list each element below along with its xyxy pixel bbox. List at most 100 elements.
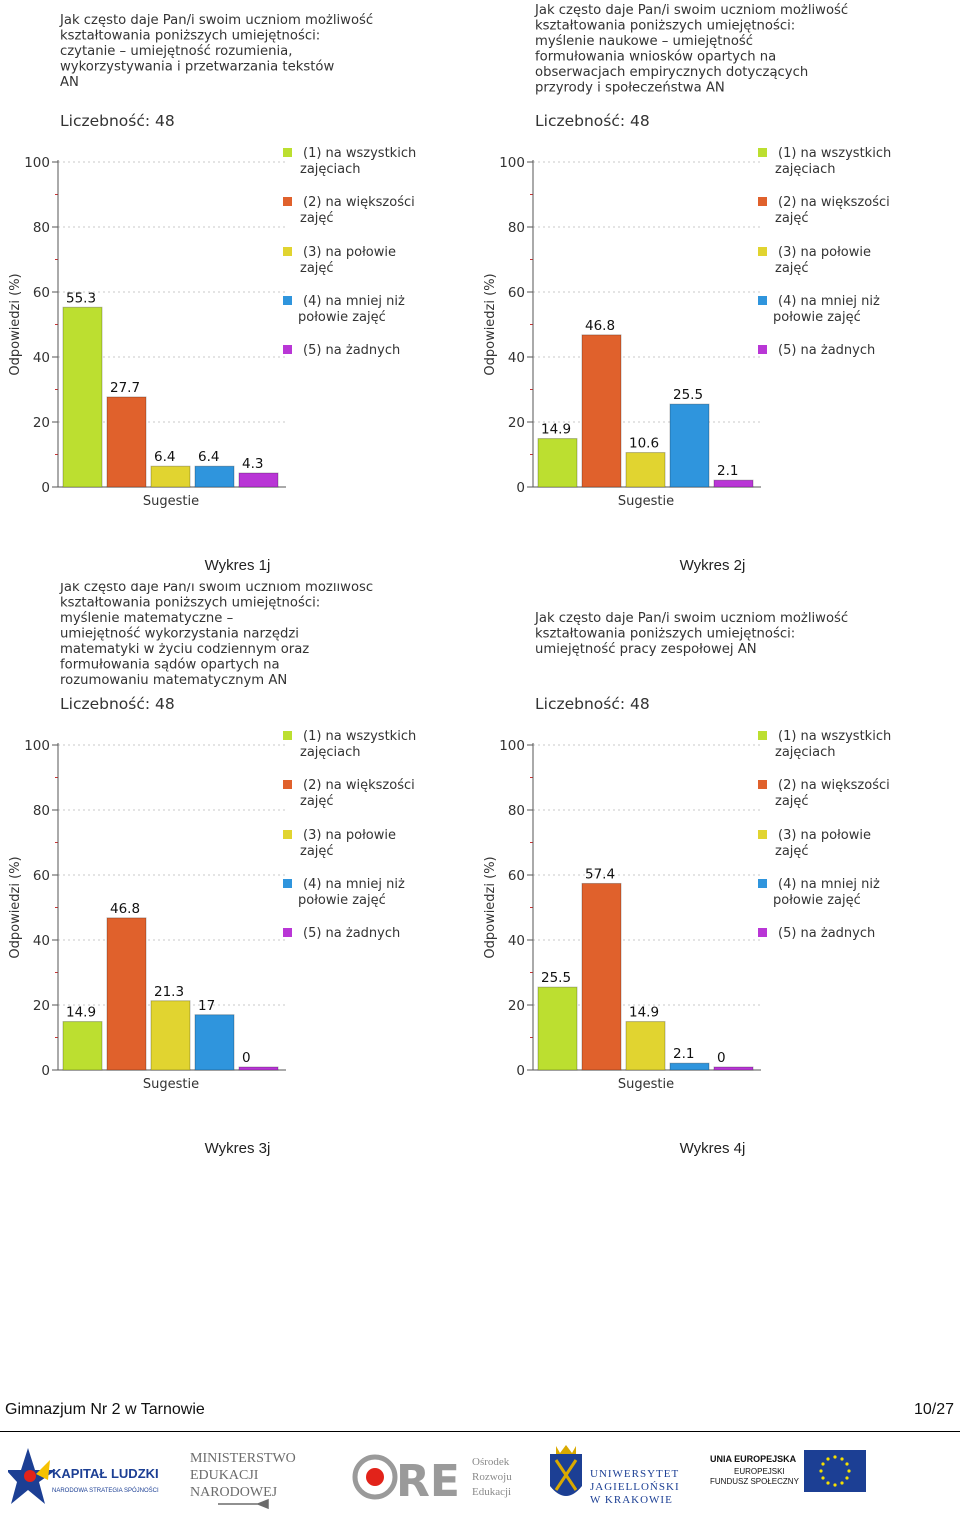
chart-title-line: kształtowania poniższych umiejętności: bbox=[535, 626, 795, 642]
legend-label: (2) na większości bbox=[303, 778, 415, 793]
legend-swatch bbox=[283, 148, 292, 157]
ministerstwo-line-3: NARODOWEJ bbox=[190, 1485, 278, 1500]
legend-label: (3) na połowie bbox=[778, 828, 871, 843]
ue-line-2: EUROPEJSKI bbox=[734, 1467, 785, 1476]
chart-title-line: formułowania sądów opartych na bbox=[60, 657, 280, 673]
legend-label: zajęć bbox=[775, 211, 809, 226]
y-tick-label: 80 bbox=[33, 803, 50, 819]
bar-value-label: 10.6 bbox=[629, 436, 659, 452]
y-tick-label: 20 bbox=[33, 415, 50, 431]
ue-line-3: FUNDUSZ SPOŁECZNY bbox=[710, 1477, 800, 1486]
kapital-ludzki-spark-icon bbox=[36, 1460, 50, 1480]
legend-label: (5) na żadnych bbox=[778, 343, 875, 358]
y-tick-label: 40 bbox=[33, 933, 50, 949]
legend-label: (5) na żadnych bbox=[303, 926, 400, 941]
legend-swatch bbox=[758, 731, 767, 740]
y-tick-label: 100 bbox=[24, 738, 50, 754]
bar bbox=[537, 986, 578, 1071]
chart-count-label: Liczebność: 48 bbox=[60, 695, 175, 713]
chart-panel-4: Jak często daje Pan/i swoim uczniom możl… bbox=[475, 583, 950, 1143]
bar bbox=[150, 465, 191, 488]
kapital-ludzki-title: KAPITAŁ LUDZKI bbox=[52, 1466, 159, 1481]
chart-title-line: AN bbox=[60, 75, 79, 90]
chart-caption-4: Wykres 4j bbox=[679, 1140, 746, 1157]
legend-label: zajęć bbox=[300, 261, 334, 276]
kapital-ludzki-dot-icon bbox=[24, 1470, 36, 1482]
bar-value-label: 2.1 bbox=[717, 463, 738, 479]
chart-caption-1: Wykres 1j bbox=[204, 557, 271, 574]
legend-swatch bbox=[283, 345, 292, 354]
chart-title-line: czytanie – umiejętność rozumienia, bbox=[60, 43, 292, 59]
legend-label: (5) na żadnych bbox=[778, 926, 875, 941]
uj-line-3: W KRAKOWIE bbox=[590, 1494, 673, 1506]
y-axis-label: Odpowiedzi (%) bbox=[483, 856, 498, 958]
legend-label: zajęć bbox=[300, 211, 334, 226]
ue-line-1: UNIA EUROPEJSKA bbox=[710, 1454, 797, 1464]
y-axis-label: Odpowiedzi (%) bbox=[8, 273, 23, 375]
legend-label: (4) na mniej niż bbox=[303, 877, 405, 892]
legend-label: (2) na większości bbox=[778, 195, 890, 210]
uj-crown-icon bbox=[556, 1445, 576, 1454]
y-tick-label: 40 bbox=[508, 350, 525, 366]
y-tick-label: 100 bbox=[24, 155, 50, 171]
legend-label: (2) na większości bbox=[303, 195, 415, 210]
legend-label: (1) na wszystkich bbox=[303, 729, 416, 744]
ministerstwo-pen-icon bbox=[218, 1498, 269, 1510]
legend-label: (3) na połowie bbox=[778, 245, 871, 260]
legend-label: (5) na żadnych bbox=[303, 343, 400, 358]
bar bbox=[106, 396, 147, 488]
chart-title-line: myślenie naukowe – umiejętność bbox=[535, 33, 753, 49]
chart-title-line: umiejętność wykorzystania narzędzi bbox=[60, 626, 299, 642]
bar-value-label: 6.4 bbox=[154, 449, 175, 465]
legend-label: połowie zajęć bbox=[773, 310, 861, 325]
chart-4: Jak często daje Pan/i swoim uczniom możl… bbox=[483, 610, 891, 1092]
chart-caption-3: Wykres 3j bbox=[204, 1140, 271, 1157]
bar bbox=[625, 1021, 666, 1071]
legend-label: zajęciach bbox=[775, 745, 836, 760]
y-axis-label: Odpowiedzi (%) bbox=[8, 856, 23, 958]
legend-label: (3) na połowie bbox=[303, 828, 396, 843]
bar bbox=[194, 1014, 235, 1071]
legend-label: zajęciach bbox=[300, 745, 361, 760]
chart-title-line: Jak często daje Pan/i swoim uczniom możl… bbox=[59, 583, 373, 595]
y-tick-label: 40 bbox=[508, 933, 525, 949]
chart-panel-3: Jak często daje Pan/i swoim uczniom możl… bbox=[0, 583, 475, 1143]
ue-logo: UNIA EUROPEJSKA EUROPEJSKI FUNDUSZ SPOŁE… bbox=[710, 1450, 866, 1492]
chart-caption-2: Wykres 2j bbox=[679, 557, 746, 574]
uj-line-1: UNIWERSYTET bbox=[590, 1468, 679, 1480]
ministerstwo-logo: MINISTERSTWO EDUKACJI NARODOWEJ bbox=[190, 1451, 296, 1510]
legend-label: połowie zajęć bbox=[773, 893, 861, 908]
legend-label: połowie zajęć bbox=[298, 310, 386, 325]
legend-swatch bbox=[758, 197, 767, 206]
y-axis-label: Odpowiedzi (%) bbox=[483, 273, 498, 375]
chart-title-line: myślenie matematyczne – bbox=[60, 610, 233, 626]
legend-label: (1) na wszystkich bbox=[303, 146, 416, 161]
y-tick-label: 0 bbox=[41, 480, 50, 496]
legend-swatch bbox=[758, 879, 767, 888]
legend-label: zajęć bbox=[775, 261, 809, 276]
legend-swatch bbox=[283, 879, 292, 888]
bar bbox=[625, 452, 666, 488]
chart-panel-1: Jak często daje Pan/i swoim uczniom możl… bbox=[0, 0, 475, 560]
ore-line-3: Edukacji bbox=[472, 1486, 511, 1498]
y-tick-label: 100 bbox=[499, 155, 525, 171]
bar-value-label: 17 bbox=[198, 998, 215, 1014]
x-axis-label: Sugestie bbox=[143, 494, 199, 509]
legend-swatch bbox=[283, 296, 292, 305]
chart-title-line: Jak często daje Pan/i swoim uczniom możl… bbox=[59, 12, 373, 28]
kapital-ludzki-logo: KAPITAŁ LUDZKI NARODOWA STRATEGIA SPÓJNO… bbox=[8, 1448, 159, 1504]
legend-label: (4) na mniej niż bbox=[303, 294, 405, 309]
bar bbox=[150, 1000, 191, 1071]
chart-title-line: kształtowania poniższych umiejętności: bbox=[60, 595, 320, 611]
bar bbox=[581, 882, 622, 1071]
bar bbox=[537, 438, 578, 488]
legend-swatch bbox=[283, 928, 292, 937]
legend-swatch bbox=[758, 247, 767, 256]
bar-value-label: 6.4 bbox=[198, 449, 219, 465]
y-tick-label: 20 bbox=[508, 415, 525, 431]
bar-value-label: 46.8 bbox=[110, 901, 140, 917]
bar bbox=[669, 1062, 710, 1071]
legend-label: zajęciach bbox=[300, 162, 361, 177]
legend-label: (4) na mniej niż bbox=[778, 294, 880, 309]
y-tick-label: 60 bbox=[508, 285, 525, 301]
